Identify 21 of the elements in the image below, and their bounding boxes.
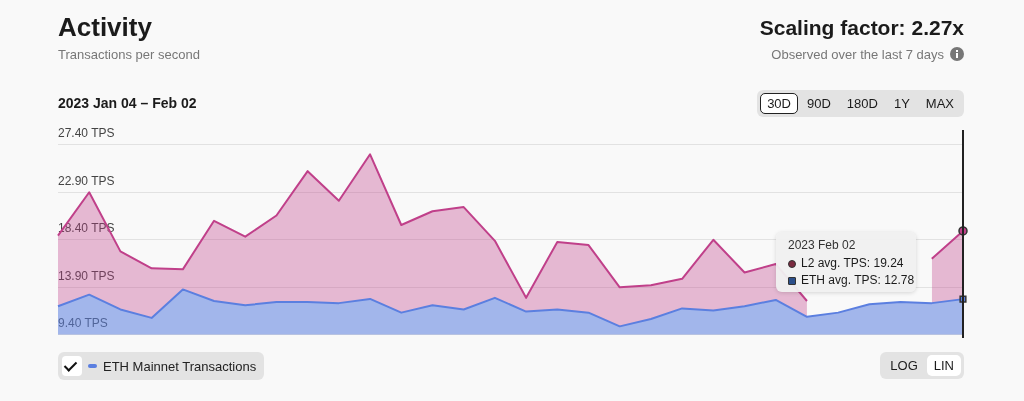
- text: 1Y: [892, 95, 911, 113]
- text: LIN: [926, 355, 961, 376]
- text: 30D: [760, 93, 798, 114]
- legend-label: ETH Mainnet Transactions: [103, 358, 257, 374]
- y-tick-label: 9.40 TPS: [58, 316, 108, 331]
- tooltip-card: 2023 Feb 02 L2 avg. TPS: 19.24 ETH avg. TPS: 12.78: [776, 232, 916, 292]
- chart-subtitle: Transactions per second: [58, 47, 200, 62]
- text: 2023 Jan 04 – Feb 02: [58, 95, 197, 111]
- text: 90D: [806, 95, 832, 113]
- y-tick-label: 13.90 TPS: [58, 268, 115, 283]
- text: Scaling factor: 2.27x: [759, 16, 964, 40]
- annotation: L2 avg. TPS: 19.24: [801, 256, 904, 270]
- y-tick-label: 22.90 TPS: [58, 173, 115, 188]
- text: LOG: [889, 357, 919, 375]
- y-tick-label: 27.40 TPS: [58, 126, 115, 141]
- annotation: ETH avg. TPS: 12.78: [801, 273, 915, 287]
- annotation: 2023 Feb 02: [788, 238, 856, 252]
- text: MAX: [924, 95, 955, 113]
- text: 180D: [845, 95, 879, 113]
- chart-title: Activity: [58, 12, 152, 43]
- text: Observed over the last 7 days: [771, 47, 944, 62]
